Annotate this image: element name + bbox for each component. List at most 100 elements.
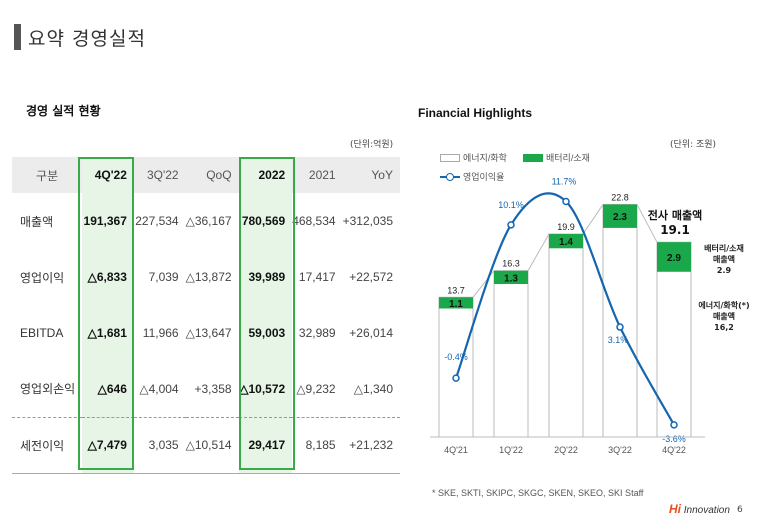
x-tick-label: 4Q'22 <box>662 445 686 455</box>
row-label: 매출액 <box>20 214 54 229</box>
section-title-highlight: 현황 <box>78 104 101 118</box>
total-sales-label: 전사 매출액 <box>647 209 703 222</box>
company-logo: Hi Innovation <box>669 502 730 516</box>
op-margin-label: 10.1% <box>498 200 524 210</box>
op-margin-label: 3.1% <box>608 335 629 345</box>
total-sales-value: 19.1 <box>660 223 690 237</box>
battery-sales-annotation: 배터리/소재 매출액 2.9 <box>698 243 750 276</box>
legend-energy: 에너지/화학 <box>440 151 507 164</box>
legend-battery-label: 배터리/소재 <box>546 153 590 163</box>
header-cell: YoY <box>371 168 393 182</box>
x-tick-label: 3Q'22 <box>608 445 632 455</box>
bar-battery <box>657 242 691 272</box>
chart-unit-label: (단위: 조원) <box>670 140 717 150</box>
performance-table: 구분 4Q'22 3Q'22 QoQ 2022 2021 YoY 매출액 191… <box>12 157 400 474</box>
row-label: 영업외손익 <box>20 382 76 397</box>
op-margin-label: -0.4% <box>444 352 468 362</box>
table-row: 매출액 191,367 227,534 △36,167 780,569 468,… <box>12 193 400 249</box>
table-cell: △646 <box>82 361 134 417</box>
bar-battery <box>494 270 528 284</box>
total-value-label: 13.7 <box>447 285 465 295</box>
header-cell-2022: 2022 <box>238 157 293 193</box>
table-cell: △4,004 <box>139 381 179 396</box>
op-margin-point <box>452 374 460 382</box>
table-cell: △10,572 <box>238 361 293 417</box>
table-cell: △6,833 <box>82 249 134 305</box>
table-row: 영업이익 △6,833 7,039 △13,872 39,989 17,417 … <box>12 249 400 305</box>
table-cell: 780,569 <box>238 193 293 249</box>
row-label: EBITDA <box>20 326 64 340</box>
legend-op-margin: 영업이익율 <box>440 170 504 183</box>
energy-sales-annotation: 에너지/화학(*) 매출액 16,2 <box>694 300 754 333</box>
table-cell: △1,681 <box>82 305 134 361</box>
op-margin-point <box>507 221 515 229</box>
table-cell: 8,185 <box>305 438 336 452</box>
table-cell: 17,417 <box>298 270 336 284</box>
header-cell: 2021 <box>308 168 336 182</box>
page-title: 요약 경영실적 <box>28 28 146 50</box>
table-row: 영업외손익 △646 △4,004 +3,358 △10,572 △9,232 … <box>12 361 400 417</box>
energy-annotation-line1: 에너지/화학(*) <box>698 301 750 310</box>
battery-annotation-line2: 매출액 <box>712 255 736 264</box>
battery-value-label: 2.3 <box>613 212 627 223</box>
bar-connector <box>636 204 658 243</box>
bar-connector <box>527 233 550 271</box>
legend-battery: 배터리/소재 <box>523 151 590 164</box>
legend-energy-label: 에너지/화학 <box>463 153 507 163</box>
x-tick-label: 1Q'22 <box>499 445 523 455</box>
section-title-prefix: 경영 실적 <box>26 104 79 118</box>
financial-highlights-title: Financial Highlights <box>418 106 533 120</box>
op-margin-point <box>616 323 624 331</box>
table-cell: +26,014 <box>349 326 393 340</box>
header-cell: 3Q'22 <box>146 168 179 182</box>
table-header-row: 구분 4Q'22 3Q'22 QoQ 2022 2021 YoY <box>12 157 400 193</box>
header-cell-4q22: 4Q'22 <box>82 157 134 193</box>
bar-energy <box>438 296 474 438</box>
performance-section-title: 경영 실적 현황 <box>26 102 101 119</box>
battery-value-label: 1.4 <box>559 237 573 248</box>
battery-value-label: 1.1 <box>449 299 463 310</box>
table-cell: △7,479 <box>82 417 134 473</box>
battery-annotation-line3: 2.9 <box>716 266 732 275</box>
table-cell: +22,572 <box>349 270 393 284</box>
header-cell: QoQ <box>206 168 232 182</box>
table-unit-label: (단위:억원) <box>350 140 394 150</box>
table-cell: 29,417 <box>238 417 293 473</box>
table-cell: △13,872 <box>185 270 232 284</box>
energy-annotation-line3: 16,2 <box>714 323 734 332</box>
bar-energy <box>602 203 638 438</box>
legend-op-margin-label: 영업이익율 <box>463 172 505 182</box>
table-cell: 7,039 <box>148 270 179 284</box>
table-cell: △10,514 <box>185 438 232 452</box>
bar-connector <box>582 204 604 235</box>
row-label: 세전이익 <box>20 438 65 453</box>
table-cell: 227,534 <box>135 214 179 228</box>
header-cell: 구분 <box>36 168 59 183</box>
table-cell: +21,232 <box>349 438 393 452</box>
total-sales-annotation: 전사 매출액 19.1 <box>641 207 709 237</box>
bar-battery <box>603 204 637 228</box>
total-value-label: 19.9 <box>557 222 575 232</box>
legend-battery-swatch <box>523 153 543 162</box>
row-label: 영업이익 <box>20 270 65 285</box>
x-tick-label: 4Q'21 <box>444 445 468 455</box>
table-cell: △36,167 <box>185 214 232 228</box>
table-cell: △9,232 <box>296 381 336 396</box>
page-number: 6 <box>737 505 743 515</box>
bar-energy <box>548 233 584 438</box>
bar-battery <box>549 234 583 249</box>
logo-text: Innovation <box>681 505 730 516</box>
op-margin-label: -3.6% <box>662 434 686 444</box>
logo-mark: Hi <box>669 502 681 516</box>
legend-energy-swatch <box>440 153 460 162</box>
battery-value-label: 1.3 <box>504 273 518 284</box>
table-cell: 59,003 <box>238 305 293 361</box>
x-tick-label: 2Q'22 <box>554 445 578 455</box>
table-cell: +312,035 <box>342 214 393 228</box>
table-cell: 3,035 <box>148 438 179 452</box>
bar-battery <box>439 297 473 309</box>
battery-annotation-line1: 배터리/소재 <box>704 244 744 253</box>
table-cell: +3,358 <box>194 381 232 396</box>
legend-line-icon <box>440 172 460 181</box>
energy-annotation-line2: 매출액 <box>712 312 736 321</box>
